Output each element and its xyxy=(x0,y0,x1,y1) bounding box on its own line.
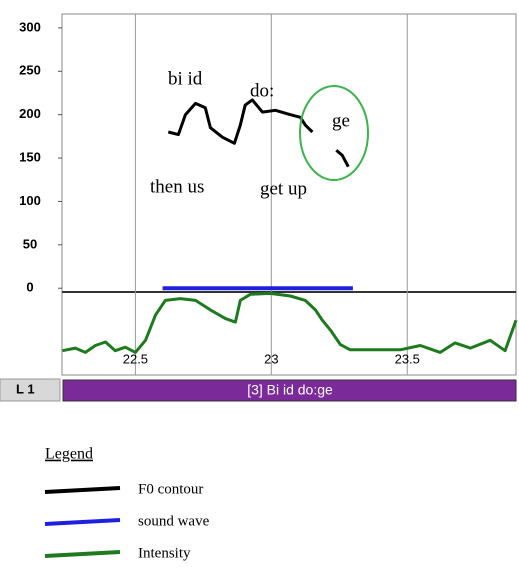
plot-area xyxy=(61,13,517,376)
x-tick-label: 23 xyxy=(264,351,278,366)
y-tick-label: 250 xyxy=(19,63,41,78)
annotations: bi id do: ge then us get up xyxy=(150,68,350,199)
y-tick-label: 100 xyxy=(19,193,41,208)
legend-label: Intensity xyxy=(138,545,191,561)
tier-text: [3] Bi id do:ge xyxy=(247,382,333,398)
legend-label: F0 contour xyxy=(138,481,203,497)
legend-swatch xyxy=(44,518,121,526)
legend: F0 contour sound wave Intensity xyxy=(44,481,210,561)
legend-label: sound wave xyxy=(138,513,210,529)
plot xyxy=(62,14,518,375)
legend-title: Legend xyxy=(45,446,93,463)
series-line xyxy=(167,98,350,168)
y-tick-label: 300 xyxy=(19,19,41,34)
x-tick-label: 22.5 xyxy=(123,351,148,366)
y-tick-label: 200 xyxy=(19,106,41,121)
tier-segment[interactable] xyxy=(62,379,517,402)
annotation: get up xyxy=(260,178,307,199)
legend-swatch xyxy=(44,550,121,558)
series-line xyxy=(62,291,518,354)
highlight-circle xyxy=(299,85,369,181)
y-tick-label: 0 xyxy=(26,280,33,295)
y-tick-label: 50 xyxy=(23,236,37,251)
y-tick-label: 150 xyxy=(19,149,41,164)
x-tick-label: 23.5 xyxy=(395,351,420,366)
annotation: ge xyxy=(332,110,350,131)
annotation: then us xyxy=(150,176,204,197)
tier-label: L 1 xyxy=(16,381,35,396)
annotation: bi id xyxy=(168,68,203,89)
annotation: do: xyxy=(250,80,274,101)
legend-swatch xyxy=(44,486,121,494)
tier-label-box xyxy=(0,378,61,402)
